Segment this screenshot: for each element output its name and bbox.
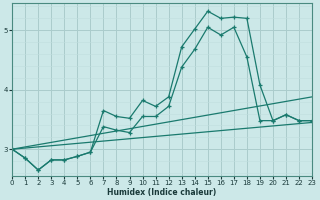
X-axis label: Humidex (Indice chaleur): Humidex (Indice chaleur) [108, 188, 217, 197]
